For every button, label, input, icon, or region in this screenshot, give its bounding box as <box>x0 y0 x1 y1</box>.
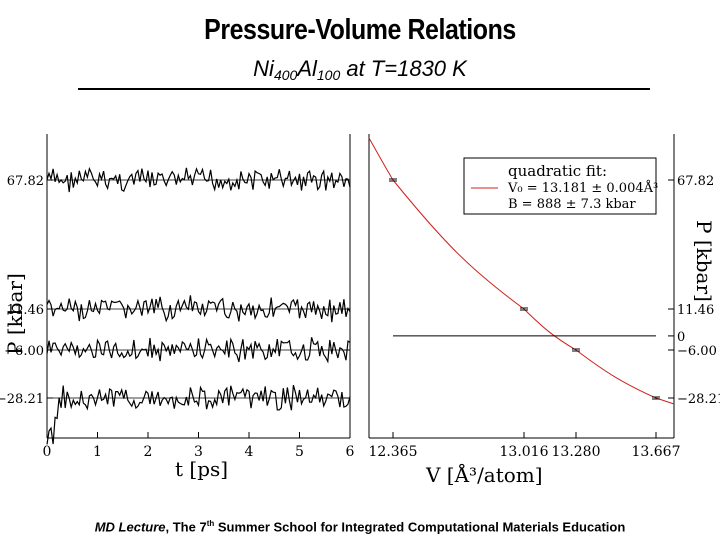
right-ytick-label-3: −6.00 <box>677 344 717 359</box>
left-xlabel: t [ps] <box>175 457 228 481</box>
legend-v0: V₀ = 13.181 ± 0.004Å³ <box>507 180 658 196</box>
right-xtick-label-1: 13.016 <box>500 444 549 460</box>
subtitle-temperature: at T=1830 K <box>340 56 467 81</box>
legend-box: quadratic fit: V₀ = 13.181 ± 0.004Å³ B =… <box>463 157 658 215</box>
title-rule <box>78 88 650 90</box>
right-ylabel: P [kbar] <box>692 220 716 302</box>
legend-bulk-modulus: B = 888 ± 7.3 kbar <box>508 197 636 212</box>
slide-footer: MD Lecture, The 7th Summer School for In… <box>0 519 720 534</box>
right-panel: 12.365 13.016 13.280 13.667 67.82 11.46 0−6.0… <box>368 134 720 487</box>
left-ytick-label-1: 11.46 <box>7 303 44 318</box>
left-ylabel: P [kbar] <box>3 273 27 355</box>
left-xtick-label-0: 0 <box>43 444 52 460</box>
footer-text2: Summer School for Integrated Computation… <box>214 519 626 535</box>
left-xtick-label-2: 2 <box>144 444 153 460</box>
right-ytick-label-4: −28.21 <box>677 392 720 407</box>
footer-text1: , The 7 <box>165 519 207 535</box>
left-ytick-label-0: 67.82 <box>7 174 44 189</box>
right-xtick-label-2: 13.280 <box>552 444 601 460</box>
left-xtick-label-4: 4 <box>245 444 254 460</box>
left-ytick-label-2: −6.00 <box>4 344 44 359</box>
subtitle-ni-sub: 400 <box>273 67 298 83</box>
left-trace-P3 <box>46 337 351 364</box>
pressure-chart-figure: 0 1 2 3 4 5 6 67.82 11.46 −6.00 −28.21 P [kbar] t… <box>0 134 720 487</box>
slide-title: Pressure-Volume Relations <box>204 14 516 46</box>
right-xtick-label-0: 12.365 <box>369 444 418 460</box>
left-trace-P2 <box>46 295 351 323</box>
right-xtick-label-3: 13.667 <box>632 444 681 460</box>
left-xtick-label-3: 3 <box>194 444 203 460</box>
subtitle-ni: Ni <box>253 56 274 81</box>
footer-lecture: MD Lecture <box>94 519 166 535</box>
left-xtick-label-6: 6 <box>346 444 355 460</box>
right-xlabel: V [Å³/atom] <box>425 462 543 487</box>
left-trace-P1 <box>46 166 351 193</box>
left-xtick-label-1: 1 <box>93 444 102 460</box>
footer-sup: th <box>206 519 215 528</box>
subtitle-al-sub: 100 <box>316 67 341 83</box>
legend-frame <box>463 157 657 215</box>
right-ytick-label-0: 67.82 <box>677 174 714 189</box>
left-ytick-label-3: −28.21 <box>0 392 44 407</box>
slide-subtitle: Ni400Al100 at T=1830 K <box>0 56 720 83</box>
legend-title: quadratic fit: <box>508 162 607 180</box>
right-ytick-label-2: 0 <box>677 330 685 345</box>
subtitle-al: Al <box>297 56 317 81</box>
left-panel: 0 1 2 3 4 5 6 67.82 11.46 −6.00 −28.21 P [kbar] t… <box>0 134 355 481</box>
right-ytick-label-1: 11.46 <box>677 303 714 318</box>
left-xtick-label-5: 5 <box>295 444 304 460</box>
quadratic-fit-curve <box>368 137 675 405</box>
